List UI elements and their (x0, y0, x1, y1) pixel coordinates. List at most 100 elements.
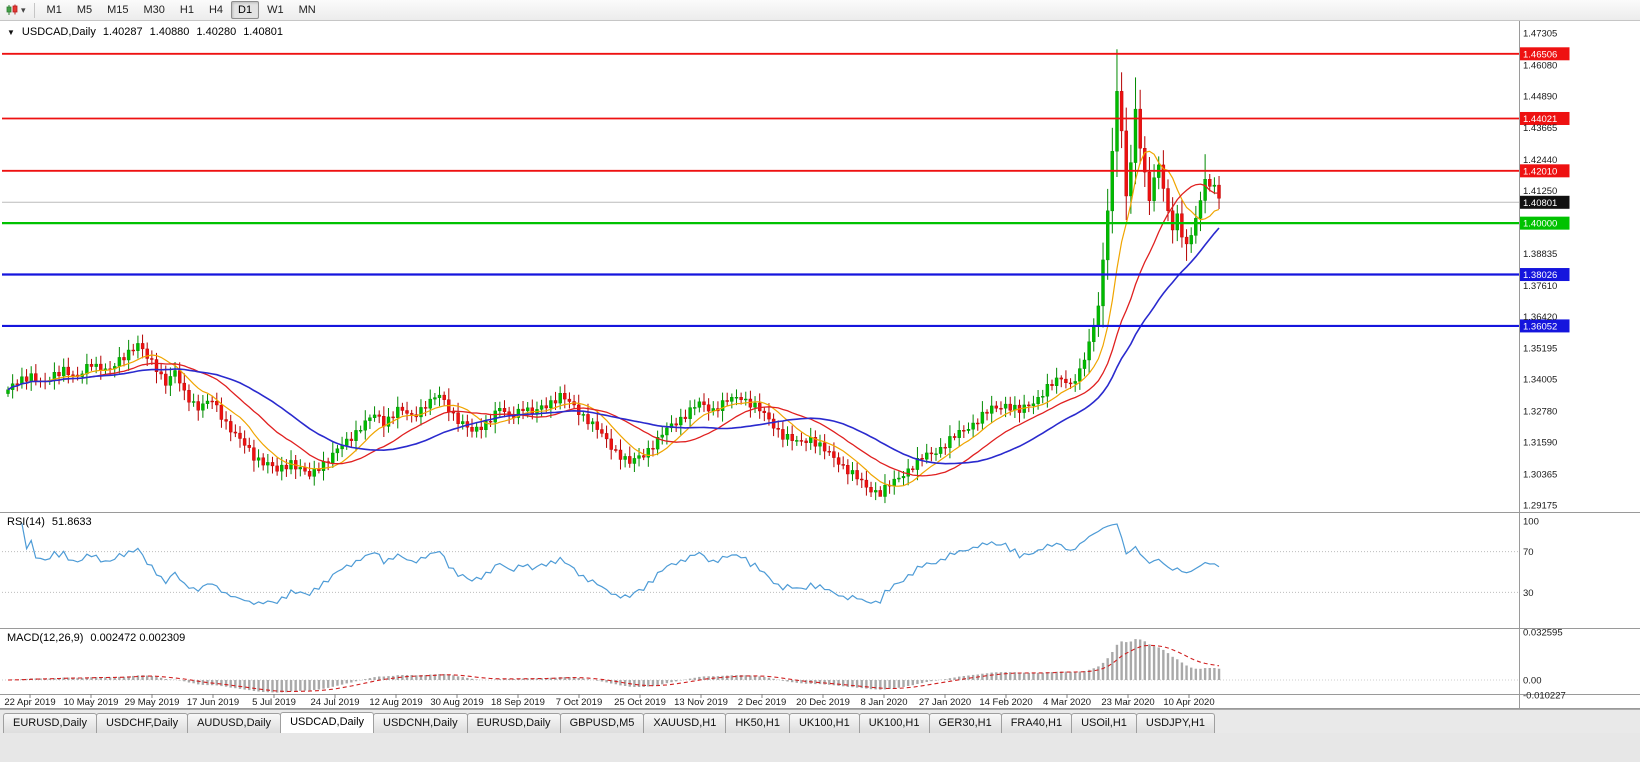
svg-text:24 Jul 2019: 24 Jul 2019 (310, 697, 359, 708)
macd-header: MACD(12,26,9) 0.002472 0.002309 (7, 632, 185, 644)
level-tag-1.36052 (1519, 319, 1570, 333)
svg-text:10 May 2019: 10 May 2019 (64, 697, 119, 708)
svg-text:-0.010227: -0.010227 (1523, 691, 1566, 702)
chart-tab-gbpusd-m5[interactable]: GBPUSD,M5 (559, 713, 645, 733)
svg-text:1.38835: 1.38835 (1523, 249, 1557, 260)
svg-text:14 Feb 2020: 14 Feb 2020 (979, 697, 1032, 708)
svg-text:10 Apr 2020: 10 Apr 2020 (1163, 697, 1214, 708)
timeframe-button-w1[interactable]: W1 (267, 4, 284, 16)
svg-text:1.42010: 1.42010 (1523, 166, 1557, 177)
rsi-line (21, 523, 1220, 606)
svg-text:18 Sep 2019: 18 Sep 2019 (491, 697, 545, 708)
svg-text:1.31590: 1.31590 (1523, 438, 1557, 449)
level-tag-1.46506 (1519, 47, 1570, 61)
macd-title: MACD(12,26,9) (7, 632, 84, 644)
toolbar-separator (33, 2, 35, 18)
chart-tab-bar: EURUSD,Daily USDCHF,Daily AUDUSD,Daily USDC… (0, 709, 1640, 733)
macd-signal-line (7, 644, 1220, 693)
timeframe-button-h4[interactable]: H4 (208, 4, 224, 16)
svg-text:30 Aug 2019: 30 Aug 2019 (430, 697, 483, 708)
svg-text:1.36420: 1.36420 (1523, 312, 1557, 323)
svg-text:1.47305: 1.47305 (1523, 29, 1557, 40)
svg-text:1.46506: 1.46506 (1523, 49, 1557, 60)
timeframe-button-d1[interactable]: D1 (231, 1, 260, 19)
level-tag-1.44021 (1519, 111, 1570, 125)
toolbar: ▾ M1 M5 M15 M30 H1 H4 D1 W1 MN (0, 0, 1640, 21)
chart-tab-fra40-h1[interactable]: FRA40,H1 (1000, 713, 1073, 733)
svg-text:0.032595: 0.032595 (1523, 628, 1563, 639)
svg-text:20 Dec 2019: 20 Dec 2019 (796, 697, 850, 708)
chart-tab-ger30-h1[interactable]: GER30,H1 (928, 713, 1002, 733)
svg-text:100: 100 (1523, 517, 1539, 528)
chart-tab-uk100-h1[interactable]: UK100,H1 (858, 713, 930, 733)
svg-text:1.40000: 1.40000 (1523, 219, 1557, 230)
chart-canvas[interactable]: 1.46506 1.44021 1.42010 1.40000 1.38026 1.360… (0, 21, 1640, 709)
svg-text:13 Nov 2019: 13 Nov 2019 (674, 697, 728, 708)
macd-value: 0.002472 0.002309 (90, 632, 186, 644)
svg-text:30: 30 (1523, 588, 1534, 599)
rsi-value: 51.8633 (51, 516, 92, 528)
current-price-tag (1519, 195, 1570, 209)
chart-tab-usdcnh-daily[interactable]: USDCNH,Daily (373, 713, 468, 733)
svg-text:1.43665: 1.43665 (1523, 123, 1557, 134)
svg-text:70: 70 (1523, 547, 1534, 558)
svg-text:7 Oct 2019: 7 Oct 2019 (556, 697, 602, 708)
chevron-down-icon: ▾ (21, 4, 26, 15)
chart-tab-eurusd-daily[interactable]: EURUSD,Daily (3, 713, 97, 733)
svg-text:1.38026: 1.38026 (1523, 270, 1557, 281)
ohlc-open: 1.40287 (102, 26, 143, 38)
chart-tab-usdchf-daily[interactable]: USDCHF,Daily (95, 713, 189, 733)
level-tag-1.42010 (1519, 164, 1570, 178)
svg-text:1.34005: 1.34005 (1523, 375, 1557, 386)
rsi-title: RSI(14) (7, 516, 45, 528)
symbol-label: USDCAD,Daily (21, 26, 96, 38)
chart-tab-xauusd-h1[interactable]: XAUUSD,H1 (643, 713, 727, 733)
ma-20-line (7, 183, 1220, 477)
svg-text:17 Jun 2019: 17 Jun 2019 (187, 697, 239, 708)
timeframe-button-m5[interactable]: M5 (76, 4, 93, 16)
status-strip (0, 733, 1640, 762)
ohlc-low: 1.40280 (196, 26, 237, 38)
svg-text:0.00: 0.00 (1523, 675, 1542, 686)
svg-text:1.46080: 1.46080 (1523, 60, 1557, 71)
chart-tab-audusd-daily[interactable]: AUDUSD,Daily (187, 713, 282, 733)
svg-text:22 Apr 2019: 22 Apr 2019 (4, 697, 55, 708)
svg-text:1.30365: 1.30365 (1523, 469, 1557, 480)
timeframe-button-m1[interactable]: M1 (46, 4, 62, 16)
timeframe-button-m15[interactable]: M15 (107, 4, 129, 16)
chart-tab-usoil-h1[interactable]: USOil,H1 (1071, 713, 1137, 733)
symbol-header: ▼ USDCAD,Daily 1.40287 1.40880 1.40280 1… (7, 26, 283, 38)
chart-type-button[interactable]: ▾ (3, 3, 29, 17)
svg-text:1.37610: 1.37610 (1523, 281, 1557, 292)
svg-text:4 Mar 2020: 4 Mar 2020 (1043, 697, 1091, 708)
svg-text:25 Oct 2019: 25 Oct 2019 (614, 697, 666, 708)
candlestick-chart-icon (6, 4, 18, 15)
svg-text:1.44890: 1.44890 (1523, 91, 1557, 102)
timeframe-button-h1[interactable]: H1 (179, 4, 194, 16)
chart-tab-eurusd-daily[interactable]: EURUSD,Daily (466, 713, 561, 733)
timeframe-button-mn[interactable]: MN (298, 4, 316, 16)
chart-tab-usdcad-daily[interactable]: USDCAD,Daily (280, 712, 375, 733)
svg-text:5 Jul 2019: 5 Jul 2019 (252, 697, 296, 708)
svg-text:2 Dec 2019: 2 Dec 2019 (738, 697, 787, 708)
svg-text:1.36052: 1.36052 (1523, 321, 1557, 332)
chart-tab-hk50-h1[interactable]: HK50,H1 (725, 713, 790, 733)
svg-text:27 Jan 2020: 27 Jan 2020 (919, 697, 971, 708)
ma-34-line (7, 227, 1220, 465)
svg-text:12 Aug 2019: 12 Aug 2019 (369, 697, 422, 708)
svg-text:1.35195: 1.35195 (1523, 344, 1557, 355)
svg-text:1.44021: 1.44021 (1523, 114, 1557, 125)
chart-window: 1.46506 1.44021 1.42010 1.40000 1.38026 1.360… (0, 21, 1640, 709)
chart-tab-usdjpy-h1[interactable]: USDJPY,H1 (1135, 713, 1216, 733)
svg-text:1.40801: 1.40801 (1523, 198, 1557, 209)
ohlc-close: 1.40801 (243, 26, 283, 38)
collapse-icon[interactable]: ▼ (7, 27, 15, 37)
chart-tab-uk100-h1[interactable]: UK100,H1 (788, 713, 860, 733)
svg-text:1.42440: 1.42440 (1523, 155, 1557, 166)
svg-text:23 Mar 2020: 23 Mar 2020 (1101, 697, 1154, 708)
ohlc-high: 1.40880 (149, 26, 190, 38)
svg-text:1.29175: 1.29175 (1523, 500, 1557, 511)
level-tag-1.38026 (1519, 268, 1570, 282)
timeframe-button-m30[interactable]: M30 (143, 4, 165, 16)
macd-histogram (11, 639, 1221, 693)
